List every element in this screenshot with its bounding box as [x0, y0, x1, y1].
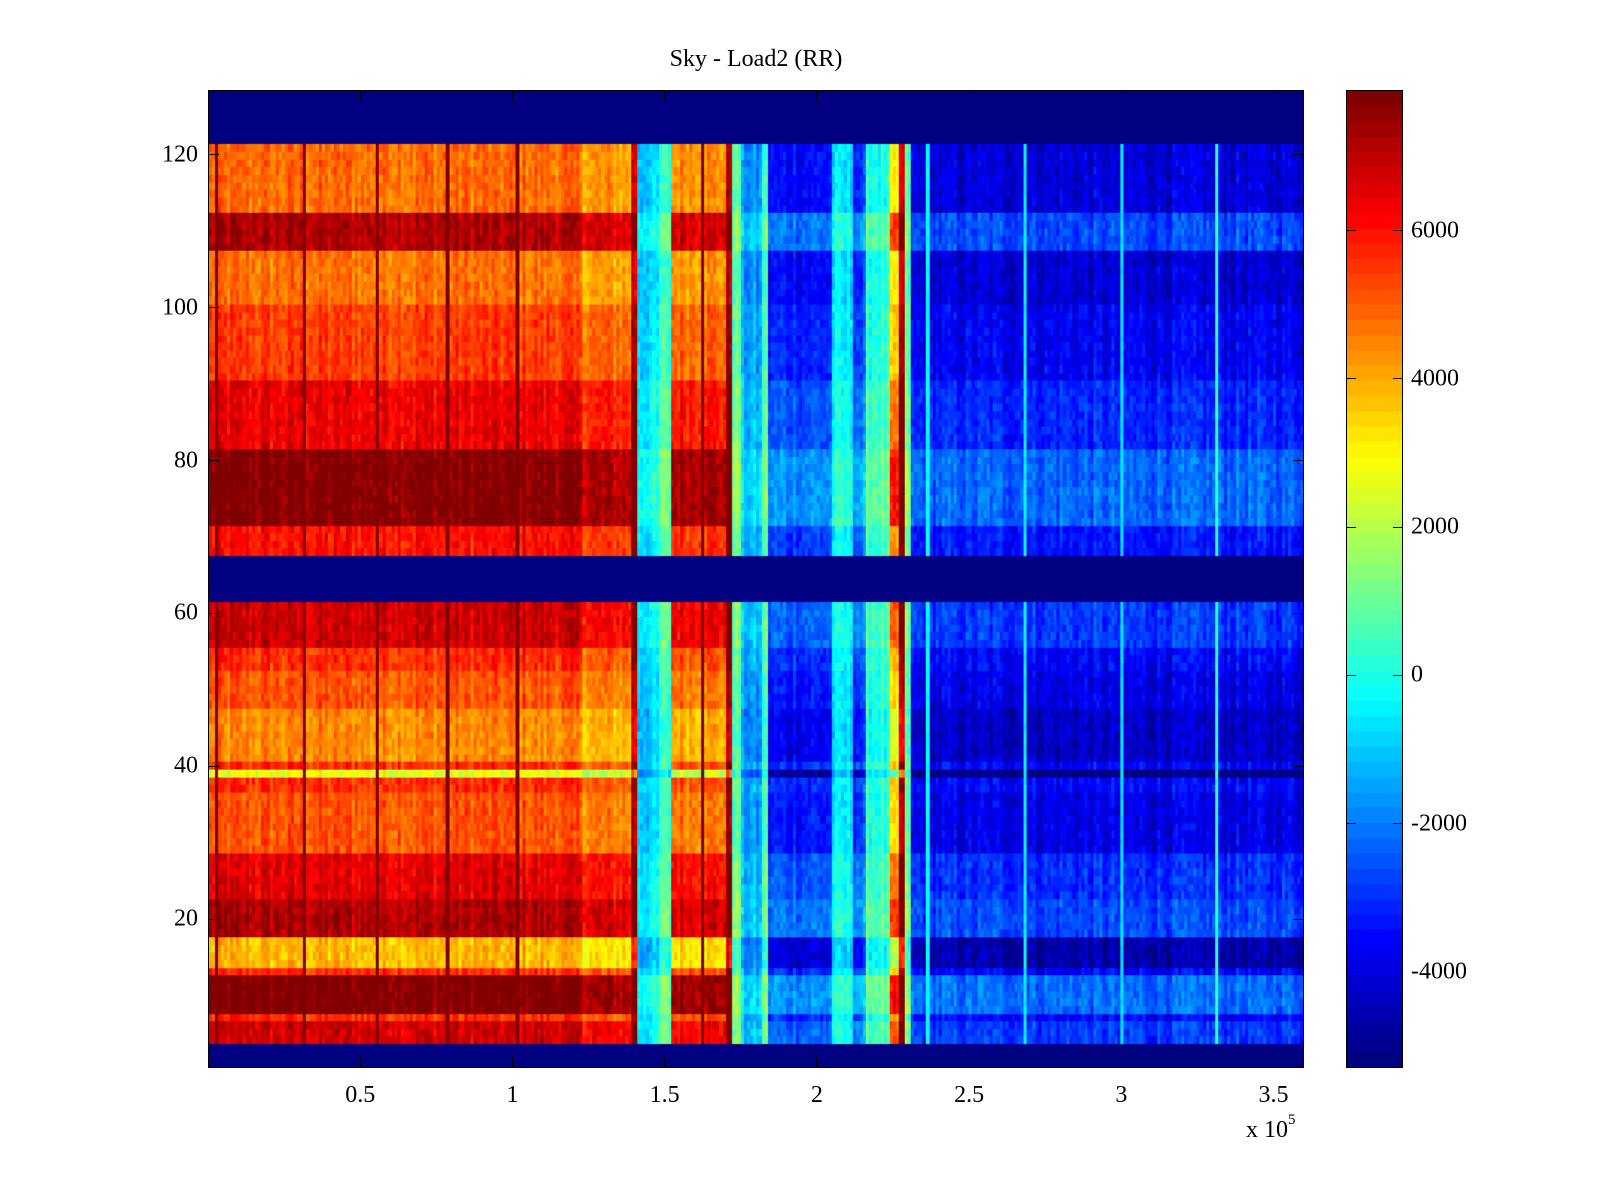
colorbar-gradient [1347, 91, 1402, 1067]
colorbar-tick-label: 0 [1411, 661, 1423, 688]
heatmap-axes [208, 90, 1304, 1068]
heatmap-image [209, 91, 1303, 1067]
colorbar-tick-label: -4000 [1411, 958, 1467, 985]
x-exponent-base: x 10 [1246, 1117, 1288, 1143]
x-exponent-power: 5 [1288, 1112, 1296, 1128]
x-tick-label: 2.5 [954, 1082, 985, 1108]
x-tick-label: 0.5 [345, 1082, 376, 1108]
x-tick-label: 2 [810, 1082, 823, 1108]
x-exponent-label: x 105 [1246, 1112, 1296, 1144]
chart-title: Sky - Load2 (RR) [669, 46, 843, 72]
colorbar-tick-label: -2000 [1411, 810, 1467, 836]
colorbar-tick-label: 6000 [1411, 217, 1459, 244]
colorbar-tick-label: 4000 [1411, 365, 1459, 392]
colorbar [1346, 90, 1403, 1068]
y-tick-label: 40 [174, 752, 198, 779]
y-tick-label: 80 [174, 447, 198, 474]
y-tick-label: 20 [174, 905, 198, 932]
y-tick-label: 120 [162, 141, 198, 168]
colorbar-tick-label: 2000 [1411, 513, 1459, 540]
x-tick-label: 1.5 [649, 1082, 680, 1108]
y-tick-label: 60 [174, 599, 198, 626]
y-tick-label: 100 [162, 294, 198, 321]
x-tick-label: 3.5 [1258, 1082, 1289, 1108]
x-tick-label: 1 [506, 1082, 519, 1108]
x-tick-label: 3 [1115, 1082, 1128, 1108]
